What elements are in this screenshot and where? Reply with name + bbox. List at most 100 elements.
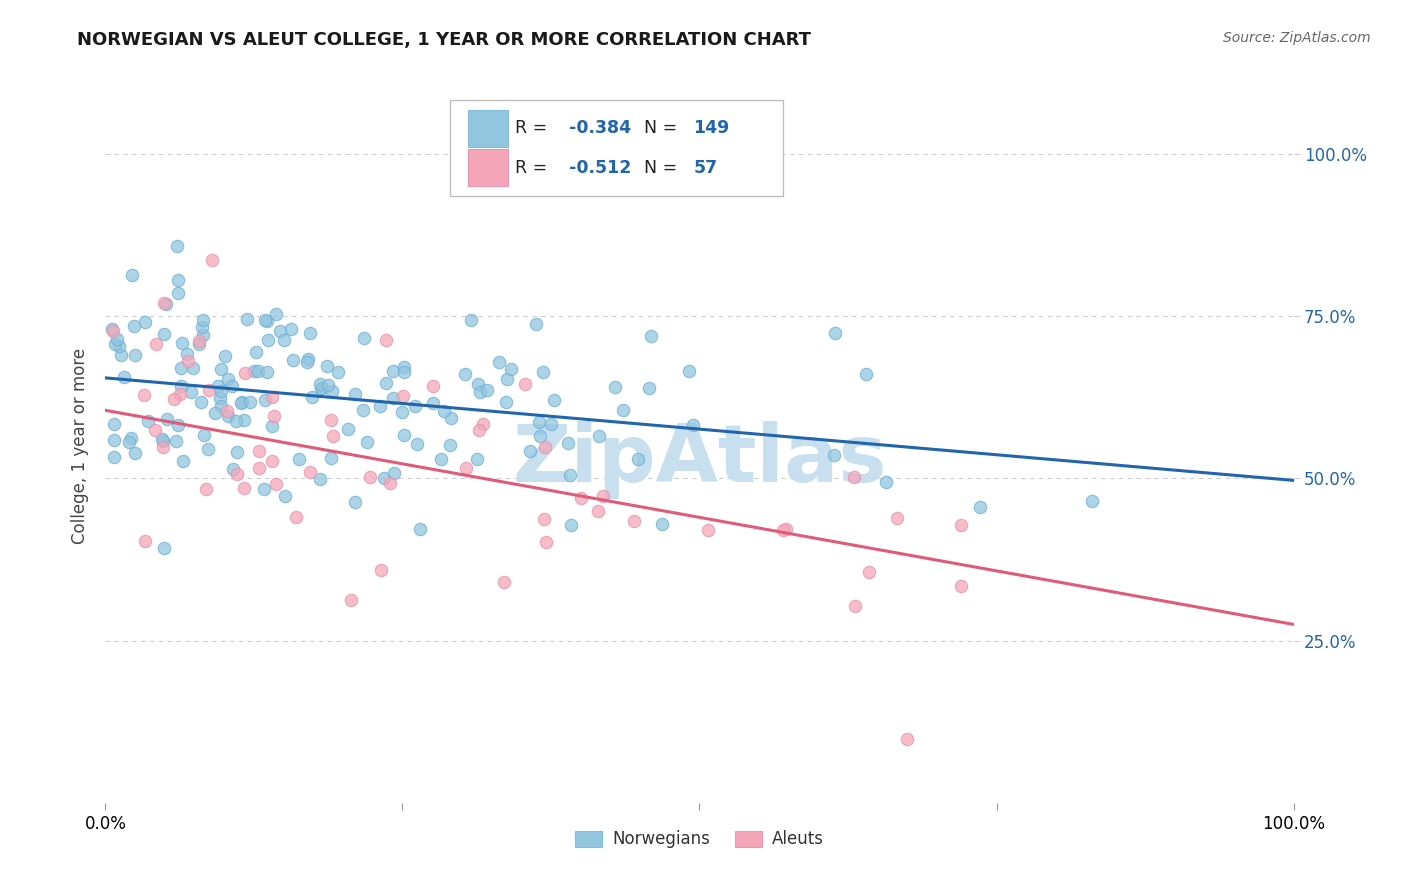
Point (382, 467, 405, 481)
Point (285, 510, 308, 524)
Point (176, 354, 198, 368)
Point (166, 272, 188, 286)
Point (623, 514, 645, 528)
Point (533, 512, 555, 526)
Point (256, 365, 278, 379)
Point (1081, 494, 1104, 508)
Point (513, 377, 536, 392)
Point (524, 317, 547, 331)
Point (298, 326, 321, 341)
Text: 57: 57 (693, 159, 717, 177)
Point (467, 376, 489, 391)
Text: -0.512: -0.512 (569, 159, 631, 177)
Y-axis label: College, 1 year or more: College, 1 year or more (72, 348, 90, 544)
Point (392, 389, 415, 403)
Point (440, 410, 463, 425)
Point (682, 417, 704, 432)
Point (262, 453, 284, 467)
Point (344, 495, 367, 509)
Text: ZipAtlas: ZipAtlas (512, 421, 887, 500)
Point (165, 434, 187, 448)
Point (775, 523, 797, 537)
Point (588, 429, 610, 443)
Point (391, 405, 413, 419)
Point (191, 319, 214, 334)
Point (170, 378, 193, 392)
Point (152, 541, 174, 556)
Point (297, 352, 319, 367)
Point (197, 442, 219, 456)
Point (495, 371, 517, 385)
Point (280, 322, 302, 336)
Point (433, 404, 456, 418)
Point (519, 444, 541, 458)
Point (253, 482, 276, 496)
Point (560, 518, 582, 533)
Point (353, 331, 375, 345)
Point (176, 347, 198, 361)
FancyBboxPatch shape (450, 100, 783, 196)
Point (460, 313, 482, 327)
Point (209, 400, 232, 414)
Point (166, 238, 188, 252)
Point (191, 313, 214, 327)
Point (470, 384, 492, 399)
Point (222, 461, 245, 475)
Point (247, 364, 270, 378)
Point (378, 475, 401, 490)
Point (231, 395, 253, 409)
Point (382, 392, 405, 406)
Text: N =: N = (644, 159, 682, 177)
Point (108, 338, 131, 352)
Point (392, 360, 415, 375)
Point (262, 418, 284, 433)
Point (101, 324, 124, 338)
Point (311, 380, 333, 394)
Point (612, 403, 634, 417)
Point (198, 383, 221, 397)
Point (534, 441, 557, 455)
Point (844, 599, 866, 614)
Point (254, 312, 277, 326)
Legend: Norwegians, Aleuts: Norwegians, Aleuts (568, 824, 831, 855)
Point (132, 388, 155, 402)
Point (201, 253, 224, 268)
Text: R =: R = (516, 120, 553, 137)
Point (373, 471, 395, 485)
Point (167, 417, 190, 432)
Point (193, 428, 215, 442)
Point (143, 423, 166, 437)
Point (239, 394, 262, 409)
Point (319, 451, 342, 466)
Point (221, 379, 243, 393)
Point (204, 406, 226, 420)
Point (586, 504, 609, 518)
Point (190, 395, 212, 409)
Point (233, 366, 256, 380)
Point (191, 327, 214, 342)
Point (627, 452, 650, 467)
Point (153, 327, 176, 342)
Point (375, 334, 398, 348)
Point (264, 477, 287, 491)
Text: Source: ZipAtlas.com: Source: ZipAtlas.com (1223, 31, 1371, 45)
Point (288, 452, 311, 467)
Point (375, 376, 398, 390)
Point (226, 467, 249, 481)
Point (110, 348, 132, 362)
Point (468, 423, 491, 437)
Point (120, 431, 142, 445)
Point (540, 417, 562, 432)
Point (207, 379, 229, 393)
Point (592, 489, 614, 503)
Point (225, 445, 247, 459)
Point (172, 336, 194, 351)
Point (281, 352, 304, 367)
Text: NORWEGIAN VS ALEUT COLLEGE, 1 YEAR OR MORE CORRELATION CHART: NORWEGIAN VS ALEUT COLLEGE, 1 YEAR OR MO… (77, 31, 811, 49)
Point (243, 364, 266, 378)
Point (299, 465, 322, 479)
Point (430, 451, 453, 466)
Point (247, 460, 270, 475)
FancyBboxPatch shape (468, 149, 508, 186)
Point (465, 452, 488, 467)
